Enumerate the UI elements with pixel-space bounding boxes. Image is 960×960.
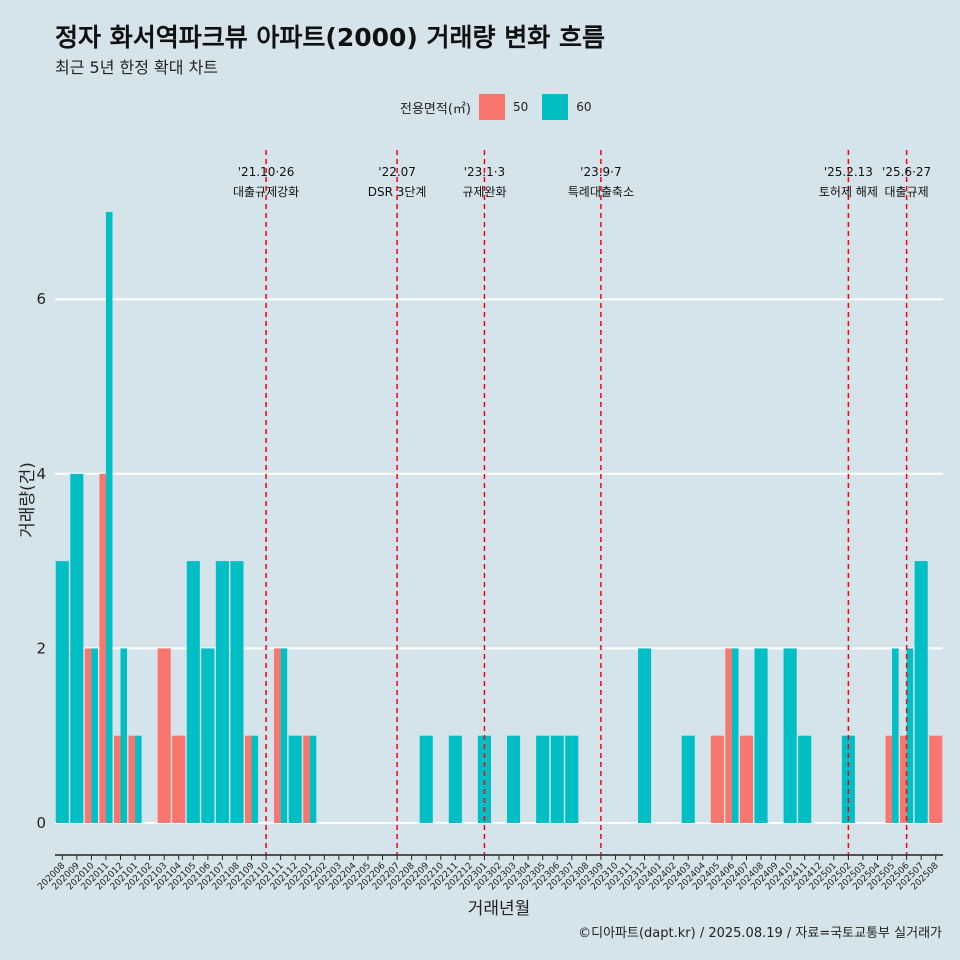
bar-60-202109 <box>251 735 259 823</box>
bar-50-202109 <box>244 735 252 823</box>
bar-60-202011 <box>105 211 113 823</box>
bar-50-202103 <box>157 648 171 823</box>
bar-50-202104 <box>172 735 186 823</box>
bar-60-202506 <box>906 648 914 823</box>
bar-50-202505 <box>885 735 893 823</box>
bar-60-202408 <box>754 648 768 823</box>
event-date-label: '25.2.13 <box>824 165 873 179</box>
y-tick-label: 6 <box>36 290 46 308</box>
y-tick-label: 2 <box>36 639 46 657</box>
bar-50-202011 <box>99 473 106 823</box>
event-date-label: '25.6·27 <box>882 165 931 179</box>
bar-60-202111 <box>280 648 288 823</box>
event-desc-label: 규제완화 <box>462 185 506 199</box>
legend-label-50: 50 <box>512 100 529 114</box>
event-desc-label: 대출규제 <box>885 185 929 199</box>
y-tick-label: 4 <box>36 465 46 483</box>
x-axis-label: 거래년월 <box>468 899 531 919</box>
event-date-label: '23.1·3 <box>464 165 505 179</box>
bar-60-202106 <box>201 648 215 823</box>
bar-60-202505 <box>892 648 899 823</box>
bar-60-202406 <box>731 648 739 823</box>
bar-50-202012 <box>113 735 121 823</box>
bar-60-202411 <box>798 735 812 823</box>
event-desc-label: DSR 3단계 <box>368 185 427 199</box>
bar-60-202209 <box>419 735 433 823</box>
legend: 전용면적(㎡) 50 60 <box>400 94 606 120</box>
bar-50-202406 <box>725 648 732 823</box>
legend-title: 전용면적(㎡) <box>400 101 471 117</box>
bar-60-202312 <box>638 648 652 823</box>
chart-subtitle: 최근 5년 한정 확대 차트 <box>55 58 219 77</box>
legend-key-50 <box>478 94 505 120</box>
legend-label-60: 60 <box>576 100 592 114</box>
event-desc-label: 특례대출축소 <box>568 185 634 199</box>
y-tick-label: 0 <box>36 814 46 832</box>
chart-title: 정자 화서역파크뷰 아파트(2000) 거래량 변화 흐름 <box>55 23 605 52</box>
event-date-label: '23.9·7 <box>580 165 621 179</box>
bar-60-202112 <box>288 735 302 823</box>
event-desc-label: 대출규제강화 <box>233 185 299 199</box>
bar-50-202010 <box>84 648 92 823</box>
legend-key-60 <box>542 94 569 120</box>
bar-50-202506 <box>900 735 907 823</box>
bar-50-202508 <box>929 735 943 823</box>
bar-60-202101 <box>135 735 142 823</box>
bar-60-202211 <box>448 735 462 823</box>
bar-50-202111 <box>274 648 281 823</box>
bar-50-202405 <box>710 735 724 823</box>
bar-60-202303 <box>507 735 521 823</box>
bar-50-202407 <box>739 735 754 823</box>
bar-60-202307 <box>565 735 579 823</box>
bar-60-202502 <box>841 735 855 823</box>
bar-50-202101 <box>128 735 136 823</box>
footer-credit: ©디아파트(dapt.kr) / 2025.08.19 / 자료=국토교통부 실… <box>578 926 942 941</box>
bar-60-202410 <box>783 648 797 823</box>
bar-60-202012 <box>120 648 128 823</box>
bar-60-202305 <box>536 735 550 823</box>
bar-60-202403 <box>681 735 695 823</box>
event-desc-label: 토허제 해제 <box>819 185 878 199</box>
bar-60-202507 <box>914 561 928 823</box>
bar-60-202108 <box>230 561 244 823</box>
bar-60-202105 <box>186 561 200 823</box>
bar-60-202201 <box>309 735 317 823</box>
bar-60-202306 <box>550 735 564 823</box>
bar-60-202107 <box>215 561 229 823</box>
event-date-label: '21.10·26 <box>238 165 295 179</box>
event-date-label: '22.07 <box>378 165 416 179</box>
bar-60-202008 <box>55 561 69 823</box>
bar-60-202010 <box>91 648 98 823</box>
y-axis-label: 거래량(건) <box>18 462 38 538</box>
bar-50-202201 <box>303 735 310 823</box>
bar-60-202301 <box>477 735 491 823</box>
bar-60-202009 <box>70 473 84 823</box>
